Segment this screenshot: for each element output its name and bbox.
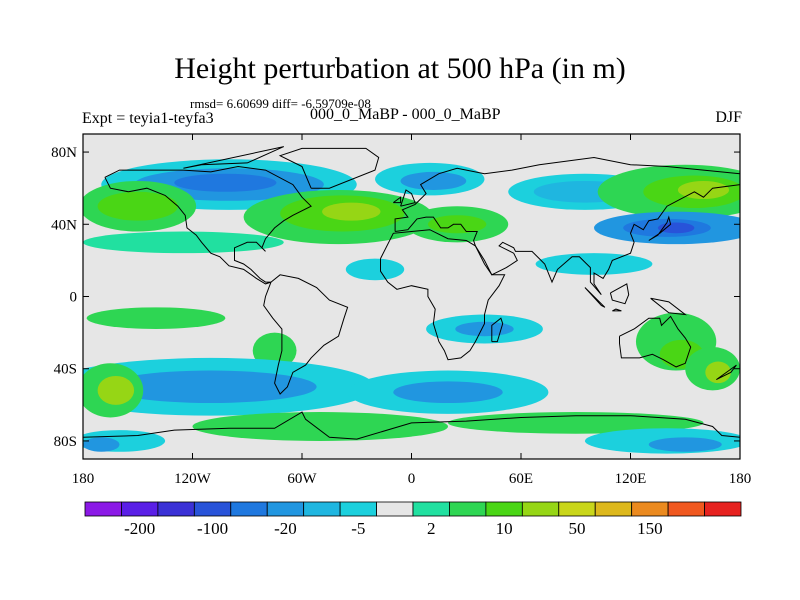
contour-patch [705, 361, 731, 384]
contour-patch [97, 375, 135, 405]
lon-tick-label: 60E [509, 471, 533, 487]
contour-patch [345, 258, 405, 281]
colorbar-swatch [339, 501, 377, 517]
season-label: DJF [715, 109, 742, 126]
colorbar-swatch [594, 501, 633, 517]
coastline [619, 315, 692, 368]
coastline [716, 364, 737, 381]
coastline [584, 287, 606, 308]
coastline [609, 283, 630, 305]
contour-patch [192, 412, 448, 441]
lon-tick-label: 120E [615, 471, 647, 487]
colorbar-swatch [157, 501, 195, 517]
colorbar-label: 2 [427, 519, 436, 538]
coastline [650, 297, 688, 316]
colorbar-swatch [558, 501, 596, 517]
experiment-label: Expt = teyia1-teyfa3 [82, 110, 214, 127]
axis-ticks: 80N 40N 0 40S 80S 180 120W 60W 0 60E 120E 180 [51, 134, 751, 487]
colorbar-swatch [704, 501, 742, 517]
lon-tick-label: 60W [287, 471, 317, 487]
contour-patch [677, 180, 730, 200]
coastline-layer [83, 146, 740, 440]
colorbar: -200 -100 -20 -5 2 10 50 150 [84, 501, 742, 538]
colorbar-swatch [376, 501, 414, 517]
lon-tick-label: 180 [72, 471, 95, 487]
colorbar-swatch [449, 501, 487, 517]
chart-title: Height perturbation at 500 hPa (in m) [174, 52, 626, 85]
contour-patch [393, 381, 503, 404]
colorbar-label: 150 [637, 519, 663, 538]
colorbar-swatch [412, 501, 450, 517]
lat-tick-label: 40S [54, 362, 77, 378]
coastline [104, 165, 312, 285]
coastline [491, 317, 504, 343]
coastline [83, 411, 740, 440]
contour-patch [104, 370, 317, 404]
coastline [263, 274, 349, 395]
coastline [394, 156, 740, 296]
colorbar-label: 50 [569, 519, 586, 538]
contour-patch [83, 437, 120, 452]
contour-patch [455, 321, 514, 337]
contour-patch [86, 307, 226, 329]
contour-patch [322, 202, 381, 221]
coastline [278, 147, 380, 189]
period-label: 000_0_MaBP - 000_0_MaBP [310, 106, 501, 123]
coastline [183, 146, 285, 169]
coastline [400, 189, 416, 207]
coastline [648, 215, 672, 241]
colorbar-swatch [631, 501, 669, 517]
colorbar-label: 10 [496, 519, 513, 538]
colorbar-swatch [84, 501, 122, 517]
colorbar-label: -20 [274, 519, 297, 538]
contour-patch [448, 412, 704, 434]
colorbar-swatch [266, 501, 305, 517]
colorbar-swatch [667, 501, 705, 517]
colorbar-swatch [230, 501, 268, 517]
coastline [380, 229, 506, 361]
contour-patch [400, 171, 467, 190]
colorbar-swatch [121, 501, 159, 517]
contour-patch [535, 253, 653, 275]
lat-tick-label: 80S [54, 434, 77, 450]
lon-tick-label: 120W [174, 471, 212, 487]
colorbar-swatch [303, 501, 341, 517]
contour-patch [174, 173, 277, 192]
contour-patch [657, 222, 695, 234]
coastline [612, 308, 622, 312]
coastline [393, 196, 402, 204]
colorbar-swatch [193, 501, 232, 517]
contour-patch [83, 231, 284, 254]
contour-patch [648, 437, 722, 452]
colorbar-swatch [521, 501, 560, 517]
colorbar-label: -200 [124, 519, 155, 538]
contour-patch [97, 191, 178, 221]
lat-tick-label: 0 [70, 290, 78, 306]
colorbar-swatch [485, 501, 523, 517]
lon-tick-label: 0 [408, 471, 416, 487]
lat-tick-label: 80N [51, 145, 77, 161]
lat-tick-label: 40N [51, 217, 77, 233]
colorbar-label: -100 [197, 519, 228, 538]
contour-layer [83, 159, 740, 454]
lon-tick-label: 180 [729, 471, 752, 487]
stats-text: rmsd= 6.60699 diff= -6.59709e-08 [190, 96, 371, 111]
colorbar-label: -5 [351, 519, 365, 538]
